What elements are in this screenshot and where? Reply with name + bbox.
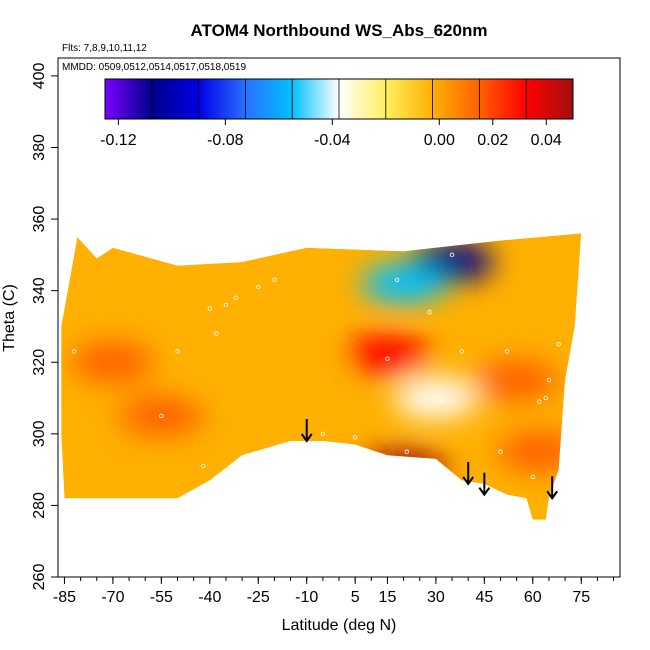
field-feature bbox=[70, 342, 155, 383]
sample-point bbox=[256, 284, 261, 290]
sample-point bbox=[459, 349, 464, 354]
x-axis: -85 -70 -55 -40 -25 -10 5 15 30 45 60 75 bbox=[53, 577, 615, 606]
field-feature bbox=[361, 263, 446, 304]
y-tick-label: 300 bbox=[31, 420, 48, 447]
colorbar-tick-label: 0.02 bbox=[477, 132, 508, 149]
x-tick-label: -55 bbox=[150, 589, 173, 606]
arrow-marker bbox=[300, 418, 313, 443]
y-tick-label: 280 bbox=[31, 492, 48, 519]
sample-point bbox=[71, 349, 77, 354]
y-axis-label: Theta (C) bbox=[1, 284, 18, 352]
sample-point bbox=[394, 277, 400, 283]
sample-point bbox=[504, 349, 510, 354]
arrow-marker bbox=[478, 472, 491, 497]
sample-point bbox=[385, 356, 390, 361]
chart-title: ATOM4 Northbound WS_Abs_620nm bbox=[191, 21, 488, 40]
sample-point bbox=[498, 449, 503, 454]
x-tick-label: 15 bbox=[379, 589, 397, 606]
sample-point bbox=[404, 449, 410, 454]
sample-point bbox=[530, 474, 535, 479]
field-feature bbox=[497, 431, 582, 472]
x-tick-label: 45 bbox=[475, 589, 493, 606]
y-tick-label: 360 bbox=[31, 206, 48, 233]
colorbar-dividers bbox=[151, 79, 527, 119]
y-tick-label: 320 bbox=[31, 349, 48, 376]
sample-point bbox=[537, 399, 542, 404]
field-feature bbox=[393, 378, 478, 419]
x-axis-label: Latitude (deg N) bbox=[282, 617, 397, 634]
x-tick-label: -70 bbox=[101, 589, 124, 606]
colorbar: -0.12 -0.08 -0.04 0.00 0.02 0.04 bbox=[100, 78, 574, 149]
sample-point bbox=[214, 331, 219, 336]
x-tick-label: -10 bbox=[295, 589, 318, 606]
sample-point bbox=[272, 277, 277, 283]
sample-point bbox=[320, 431, 326, 437]
y-tick-label: 380 bbox=[31, 134, 48, 161]
colorbar-tick-label: 0.04 bbox=[531, 132, 562, 149]
sample-point bbox=[233, 295, 238, 301]
sample-point bbox=[546, 377, 552, 383]
arrow-markers bbox=[300, 418, 558, 500]
field-feature bbox=[361, 449, 446, 490]
x-tick-label: 30 bbox=[427, 589, 445, 606]
sample-point bbox=[440, 399, 445, 404]
sample-points bbox=[71, 252, 561, 479]
sample-point bbox=[175, 349, 180, 354]
heatmap-field bbox=[61, 233, 582, 520]
y-tick-label: 340 bbox=[31, 277, 48, 304]
y-axis: 260 280 300 320 340 360 380 400 bbox=[31, 62, 58, 590]
arrow-marker bbox=[546, 476, 558, 500]
x-tick-label: -25 bbox=[247, 589, 270, 606]
y-tick-label: 400 bbox=[31, 62, 48, 89]
x-tick-label: 5 bbox=[351, 589, 360, 606]
sample-point bbox=[207, 306, 213, 311]
field-feature bbox=[474, 360, 559, 401]
field-feature bbox=[345, 335, 430, 376]
field-feature bbox=[167, 342, 252, 383]
y-tick-label: 260 bbox=[31, 564, 48, 591]
field-feature bbox=[119, 395, 204, 436]
sample-point bbox=[543, 395, 548, 401]
dates-annotation: MMDD: 0509,0512,0514,0517,0518,0519 bbox=[62, 62, 246, 73]
field-feature bbox=[232, 306, 317, 347]
sample-point bbox=[427, 309, 432, 315]
colorbar-tick-label: -0.12 bbox=[100, 132, 137, 149]
sample-point bbox=[201, 463, 206, 469]
x-tick-label: -40 bbox=[198, 589, 221, 606]
x-tick-label: -85 bbox=[53, 589, 76, 606]
colorbar-ticks: -0.12 -0.08 -0.04 0.00 0.02 0.04 bbox=[100, 119, 562, 149]
x-tick-label: 60 bbox=[524, 589, 542, 606]
sample-point bbox=[223, 302, 229, 308]
sample-point bbox=[449, 252, 455, 258]
sample-point bbox=[159, 413, 164, 419]
flights-annotation: Flts: 7,8,9,10,11,12 bbox=[62, 43, 147, 54]
x-tick-label: 75 bbox=[572, 589, 590, 606]
sample-point bbox=[556, 342, 561, 347]
field-feature bbox=[264, 360, 349, 401]
colorbar-tick-label: 0.00 bbox=[424, 132, 455, 149]
colorbar-tick-label: -0.04 bbox=[314, 132, 351, 149]
sample-point bbox=[352, 435, 358, 440]
arrow-marker bbox=[462, 461, 475, 486]
colorbar-tick-label: -0.08 bbox=[207, 132, 244, 149]
